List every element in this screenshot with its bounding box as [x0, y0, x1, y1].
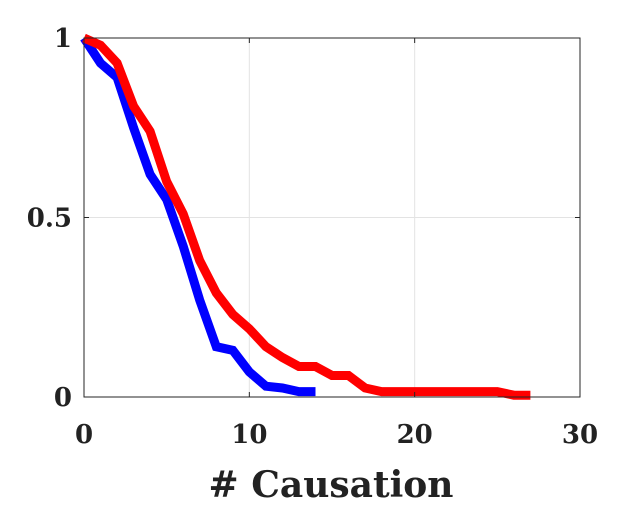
x-tick-label: 0 — [75, 420, 93, 450]
y-tick-label: 1 — [54, 24, 72, 54]
grid-lines — [84, 38, 580, 397]
x-tick-label: 20 — [397, 420, 433, 450]
series-line-1 — [80, 35, 316, 397]
series-line-2 — [82, 33, 531, 400]
y-tick-label: 0 — [54, 383, 72, 413]
y-tick-label: 0.5 — [27, 204, 72, 234]
chart-series — [80, 33, 531, 400]
x-tick-label: 30 — [562, 420, 598, 450]
x-tick-label: 10 — [231, 420, 267, 450]
x-axis-label: # Causation — [209, 464, 454, 506]
axis-ticks: 0 10 20 30 0 0.5 1 — [27, 24, 598, 450]
